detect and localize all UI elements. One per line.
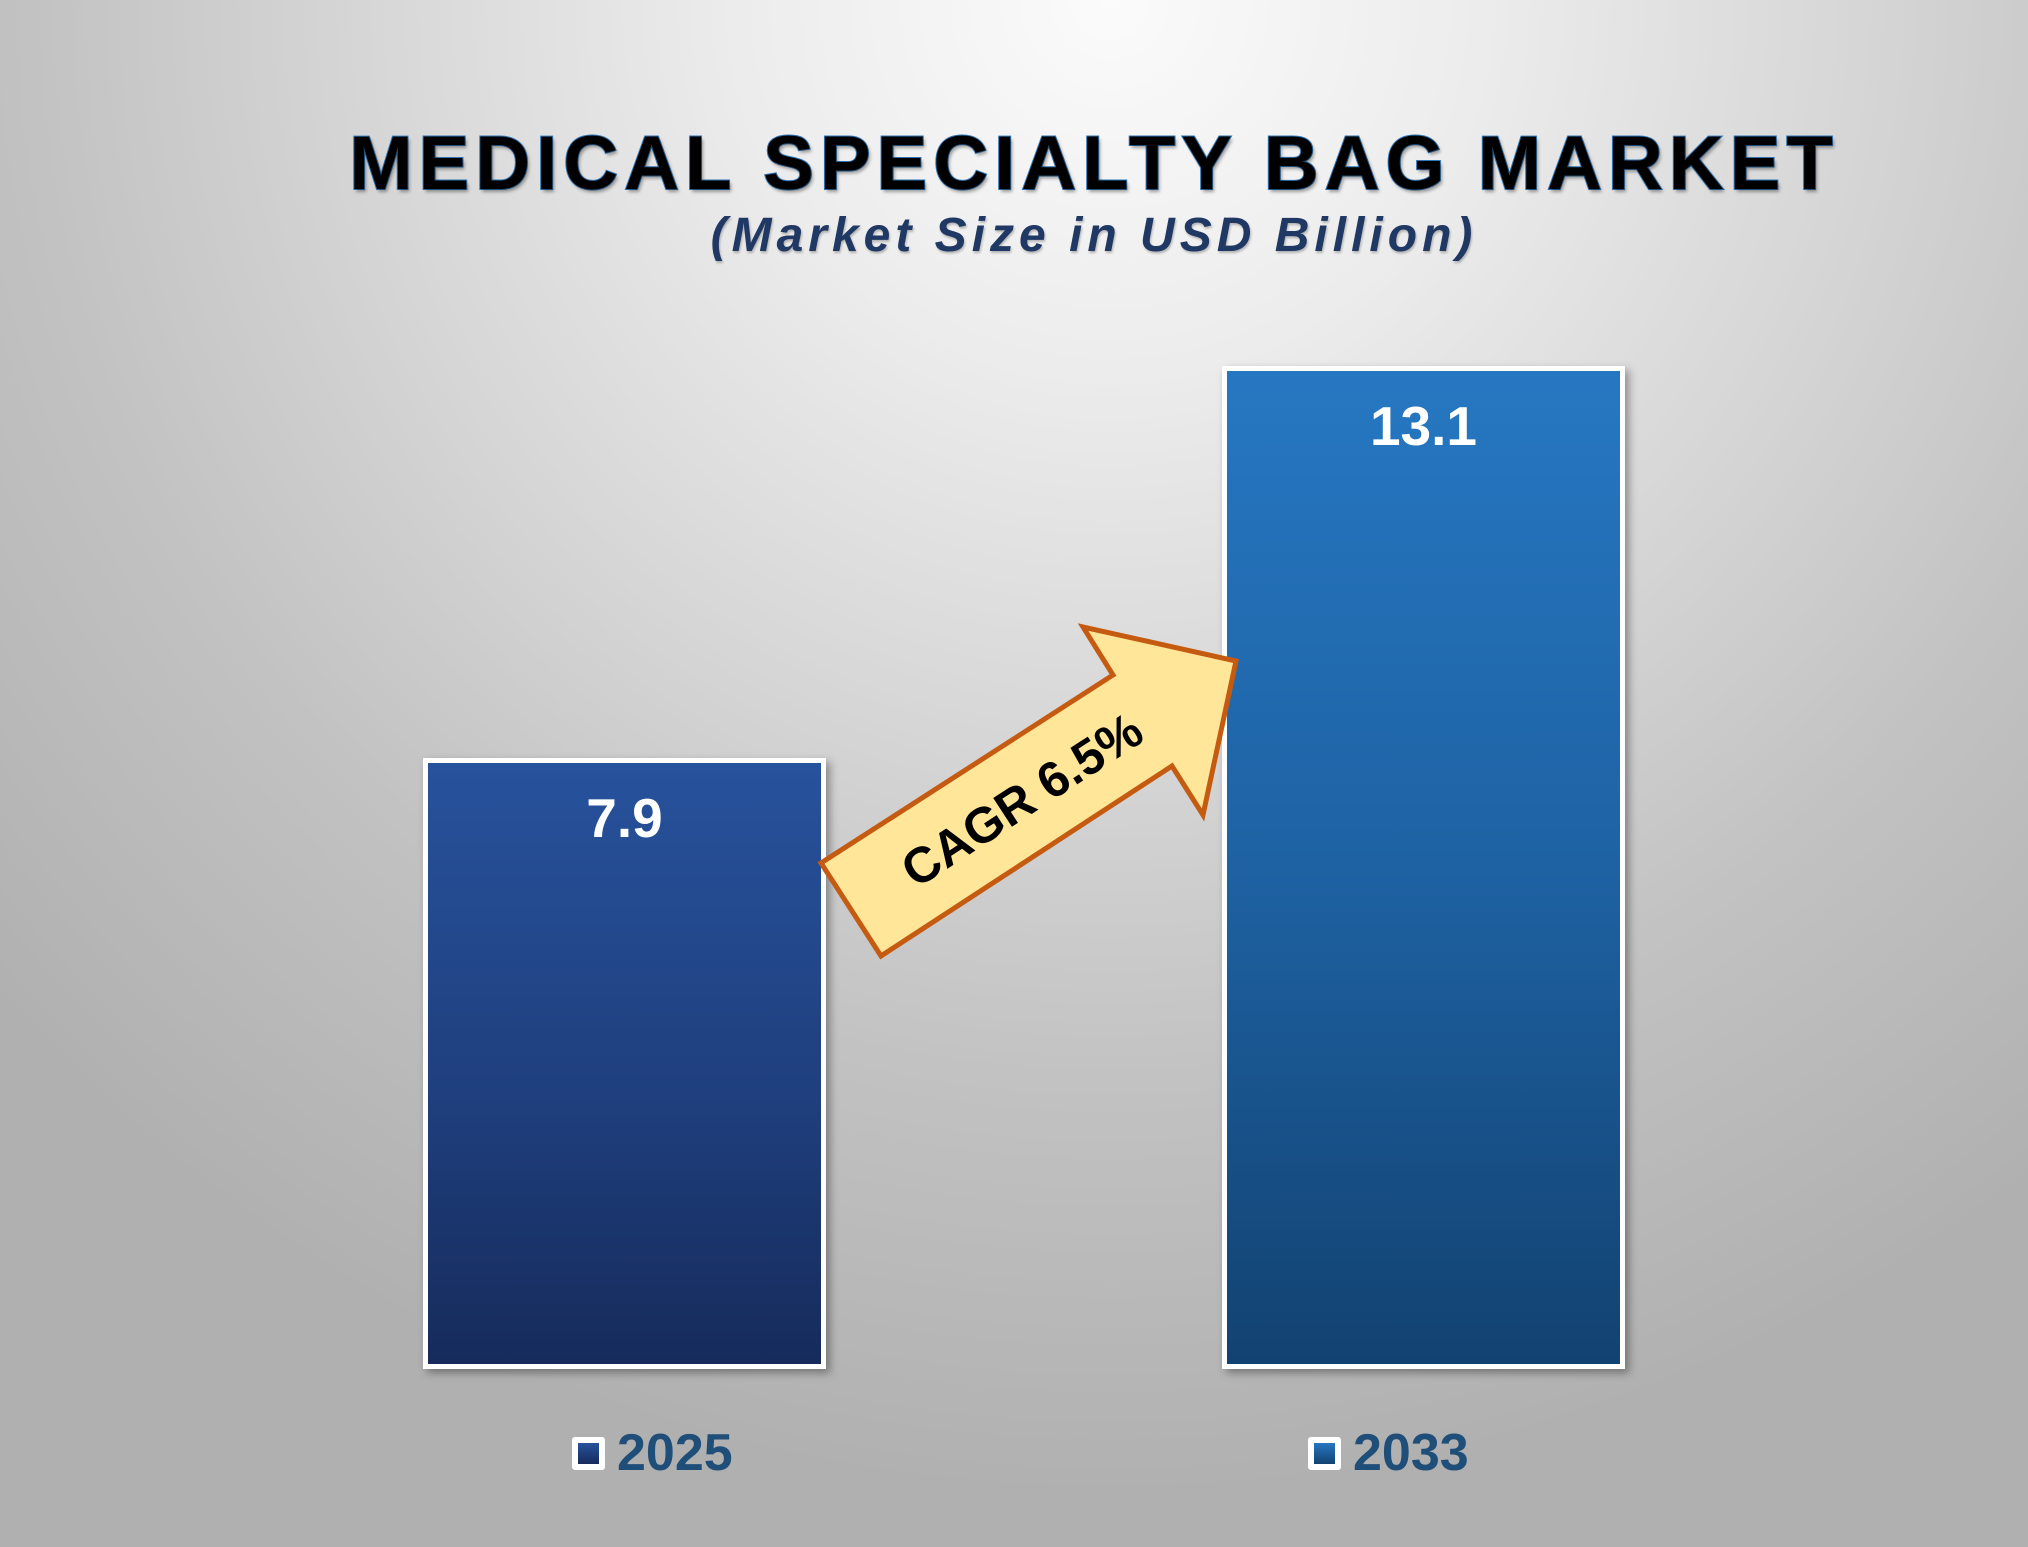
legend-square-icon [1308,1436,1341,1470]
chart-subtitle: (Market Size in USD Billion) [710,209,1478,262]
legend-label: 2033 [1353,1424,1469,1482]
legend-label: 2025 [617,1424,733,1482]
legend-item-2025: 2025 [572,1424,733,1482]
bar-2033: 13.1 [1222,366,1625,1369]
bar-2025: 7.9 [423,758,826,1369]
bar-value-label: 13.1 [1369,395,1478,457]
cagr-label: CAGR 6.5% [891,701,1153,899]
bar-value-label: 7.9 [586,787,663,849]
legend-item-2033: 2033 [1308,1424,1469,1482]
chart-title: MEDICAL SPECIALTY BAG MARKET [348,121,1839,206]
legend-square-icon [572,1436,605,1470]
